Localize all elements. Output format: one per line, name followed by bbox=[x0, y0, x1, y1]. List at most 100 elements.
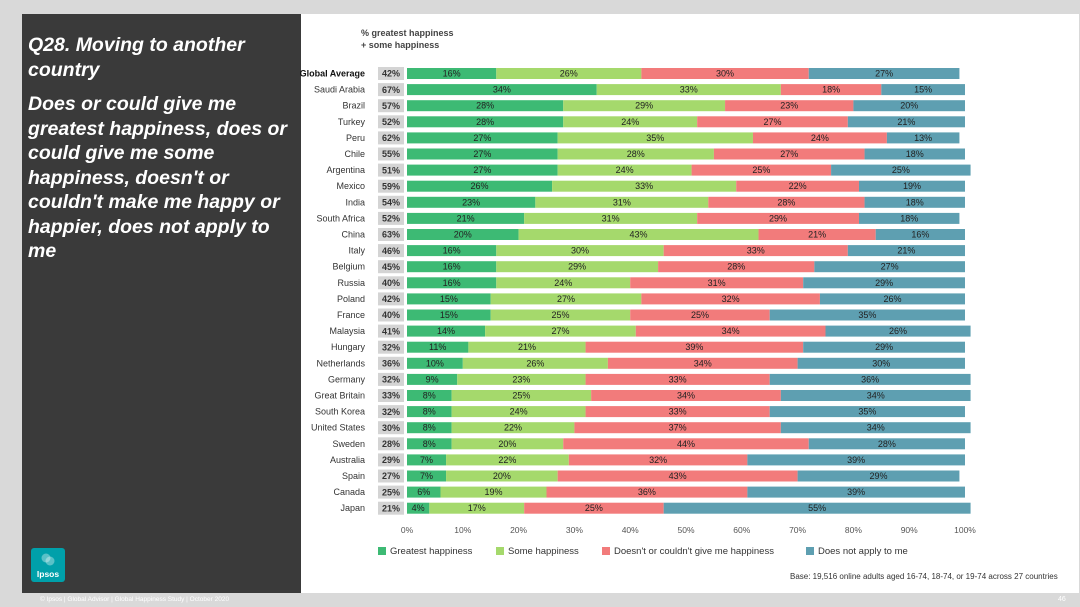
data-label-greatest-argentina: 27% bbox=[473, 165, 491, 175]
base-note: Base: 19,516 online adults aged 16-74, 1… bbox=[790, 572, 1058, 581]
data-label-not-apply-france: 35% bbox=[858, 310, 876, 320]
bar-segment-not-apply-argentina bbox=[831, 164, 971, 176]
data-label-greatest-canada: 6% bbox=[417, 487, 430, 497]
data-label-not-apply-canada: 39% bbox=[847, 487, 865, 497]
data-label-some-netherlands: 26% bbox=[526, 358, 544, 368]
bar-segment-greatest-india bbox=[407, 196, 536, 208]
category-label-poland: Poland bbox=[337, 294, 365, 304]
bar-segment-some-mexico bbox=[552, 180, 737, 192]
net-label-japan: 21% bbox=[382, 503, 400, 513]
bar-segment-some-great-britain bbox=[451, 390, 592, 401]
legend-label: Greatest happiness bbox=[390, 546, 473, 557]
category-label-sweden: Sweden bbox=[332, 439, 365, 449]
data-label-some-germany: 23% bbox=[512, 374, 530, 384]
data-label-greatest-france: 15% bbox=[440, 310, 458, 320]
bar-segment-some-sweden bbox=[451, 438, 564, 450]
net-box-spain bbox=[378, 469, 404, 483]
data-label-greatest-great-britain: 8% bbox=[423, 391, 436, 401]
data-label-doesnt-france: 25% bbox=[691, 310, 709, 320]
category-label-japan: Japan bbox=[340, 503, 365, 513]
legend-swatch bbox=[806, 547, 814, 555]
category-label-peru: Peru bbox=[346, 133, 365, 143]
bar-segment-not-apply-malaysia bbox=[825, 325, 971, 337]
data-label-some-global-average: 26% bbox=[560, 69, 578, 79]
bar-segment-some-russia bbox=[496, 277, 631, 289]
x-tick-label: 10% bbox=[454, 525, 471, 535]
bar-segment-greatest-russia bbox=[407, 277, 497, 289]
net-box-japan bbox=[378, 501, 404, 515]
data-label-doesnt-hungary: 39% bbox=[685, 342, 703, 352]
data-label-not-apply-australia: 39% bbox=[847, 455, 865, 465]
bar-segment-some-hungary bbox=[468, 341, 586, 353]
data-label-not-apply-brazil: 20% bbox=[900, 101, 918, 111]
data-label-not-apply-sweden: 28% bbox=[878, 439, 896, 449]
data-label-doesnt-chile: 27% bbox=[780, 149, 798, 159]
legend-item-greatest: Greatest happiness bbox=[378, 546, 472, 557]
bar-segment-greatest-belgium bbox=[407, 261, 497, 273]
net-box-sweden bbox=[378, 437, 404, 451]
data-label-doesnt-malaysia: 34% bbox=[722, 326, 740, 336]
net-box-canada bbox=[378, 485, 404, 499]
data-label-some-australia: 22% bbox=[498, 455, 516, 465]
bar-segment-some-poland bbox=[490, 293, 642, 305]
net-label-chile: 55% bbox=[382, 149, 400, 159]
bar-segment-doesnt-united-states bbox=[574, 422, 781, 434]
bar-segment-doesnt-chile bbox=[713, 148, 865, 160]
category-label-turkey: Turkey bbox=[338, 117, 366, 127]
category-label-spain: Spain bbox=[342, 471, 365, 481]
net-label-italy: 46% bbox=[382, 246, 400, 256]
x-tick-label: 70% bbox=[789, 525, 806, 535]
data-label-not-apply-spain: 29% bbox=[870, 471, 888, 481]
bar-segment-doesnt-china bbox=[758, 229, 876, 240]
net-column-header: % greatest happiness + some happiness bbox=[361, 28, 454, 50]
data-label-not-apply-great-britain: 34% bbox=[867, 391, 885, 401]
bar-segment-doesnt-sweden bbox=[563, 438, 809, 450]
bar-segment-doesnt-germany bbox=[585, 373, 770, 385]
bar-segment-some-south-korea bbox=[451, 406, 586, 418]
bar-segment-not-apply-france bbox=[769, 309, 965, 321]
data-label-doesnt-saudi-arabia: 18% bbox=[822, 85, 840, 95]
bar-segment-greatest-global-average bbox=[407, 68, 497, 79]
bar-segment-some-netherlands bbox=[462, 357, 608, 369]
question-title: Q28. Moving to another country bbox=[28, 34, 245, 81]
data-label-greatest-brazil: 28% bbox=[476, 101, 494, 111]
bar-segment-not-apply-great-britain bbox=[780, 390, 971, 401]
net-box-india bbox=[378, 195, 404, 209]
net-box-netherlands bbox=[378, 356, 404, 370]
data-label-greatest-malaysia: 14% bbox=[437, 326, 455, 336]
data-label-some-south-korea: 24% bbox=[510, 407, 528, 417]
data-label-not-apply-japan: 55% bbox=[808, 503, 826, 513]
category-label-italy: Italy bbox=[348, 246, 365, 256]
data-label-doesnt-germany: 33% bbox=[669, 374, 687, 384]
bar-segment-doesnt-belgium bbox=[658, 261, 815, 273]
data-label-some-russia: 24% bbox=[554, 278, 572, 288]
bar-segment-not-apply-united-states bbox=[780, 422, 971, 434]
x-tick-label: 100% bbox=[954, 525, 976, 535]
data-label-not-apply-peru: 13% bbox=[914, 133, 932, 143]
bar-segment-some-germany bbox=[457, 373, 586, 385]
category-label-belgium: Belgium bbox=[332, 262, 365, 272]
net-box-south-africa bbox=[378, 211, 404, 225]
net-box-saudi-arabia bbox=[378, 83, 404, 97]
data-label-not-apply-belgium: 27% bbox=[881, 262, 899, 272]
data-label-doesnt-china: 21% bbox=[808, 230, 826, 240]
data-label-some-poland: 27% bbox=[557, 294, 575, 304]
data-label-some-saudi-arabia: 33% bbox=[680, 85, 698, 95]
data-label-not-apply-malaysia: 26% bbox=[889, 326, 907, 336]
bar-segment-greatest-mexico bbox=[407, 180, 553, 192]
net-label-south-africa: 52% bbox=[382, 214, 400, 224]
bar-segment-not-apply-global-average bbox=[808, 68, 960, 79]
net-label-spain: 27% bbox=[382, 471, 400, 481]
bar-segment-doesnt-italy bbox=[663, 245, 848, 257]
bar-segment-greatest-brazil bbox=[407, 100, 564, 112]
category-label-great-britain: Great Britain bbox=[314, 391, 365, 401]
bar-segment-not-apply-canada bbox=[747, 486, 965, 498]
bar-segment-some-malaysia bbox=[485, 325, 636, 337]
data-label-some-peru: 35% bbox=[646, 133, 664, 143]
data-label-doesnt-south-africa: 29% bbox=[769, 213, 787, 223]
net-label-saudi-arabia: 67% bbox=[382, 85, 400, 95]
data-label-greatest-hungary: 11% bbox=[429, 342, 446, 352]
net-label-hungary: 32% bbox=[382, 342, 400, 352]
chart-legend: Greatest happiness Some happiness Doesn't … bbox=[378, 546, 1018, 560]
